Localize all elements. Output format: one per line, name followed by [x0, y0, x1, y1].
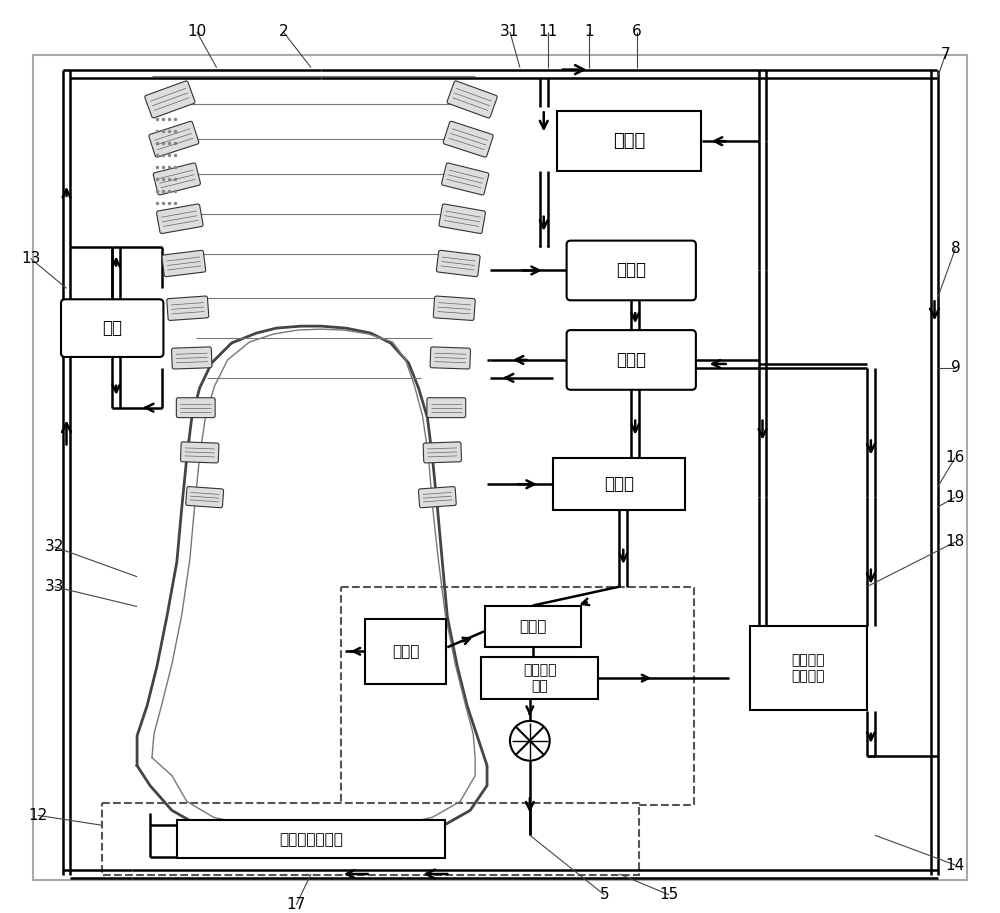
Text: 13: 13 [21, 251, 40, 266]
Text: 31: 31 [500, 25, 520, 39]
FancyBboxPatch shape [172, 347, 212, 369]
Text: 5: 5 [600, 887, 609, 902]
Bar [365, 619, 446, 684]
FancyBboxPatch shape [186, 487, 224, 508]
FancyBboxPatch shape [157, 204, 203, 234]
FancyBboxPatch shape [427, 398, 466, 417]
Text: 蒸汽水混
合加热器: 蒸汽水混 合加热器 [791, 653, 825, 683]
Text: 33: 33 [45, 579, 64, 594]
Text: 7: 7 [941, 47, 950, 62]
Text: 发电机: 发电机 [519, 619, 546, 634]
Bar [750, 626, 867, 710]
Bar [553, 458, 685, 510]
FancyBboxPatch shape [145, 81, 195, 118]
FancyBboxPatch shape [447, 81, 497, 118]
Text: 除氧器: 除氧器 [616, 261, 646, 279]
Bar [177, 820, 445, 858]
Text: 6: 6 [632, 25, 642, 39]
FancyBboxPatch shape [433, 296, 475, 320]
FancyBboxPatch shape [436, 250, 480, 277]
Text: 8: 8 [951, 241, 960, 256]
FancyBboxPatch shape [567, 241, 696, 300]
FancyBboxPatch shape [181, 442, 219, 463]
Text: 14: 14 [946, 857, 965, 873]
FancyBboxPatch shape [153, 163, 200, 195]
Text: 12: 12 [28, 808, 47, 823]
Bar [481, 657, 598, 699]
FancyBboxPatch shape [149, 121, 199, 157]
FancyBboxPatch shape [567, 331, 696, 390]
Text: 高炉基墩水冷管: 高炉基墩水冷管 [279, 832, 343, 846]
Text: 2: 2 [278, 25, 288, 39]
FancyBboxPatch shape [418, 487, 456, 508]
Text: 汽包: 汽包 [102, 320, 122, 337]
Bar [557, 111, 701, 171]
Text: 15: 15 [659, 887, 679, 902]
FancyBboxPatch shape [443, 121, 493, 157]
Text: 冷凝器: 冷凝器 [392, 644, 419, 659]
Bar [341, 587, 694, 805]
FancyBboxPatch shape [442, 163, 489, 195]
Bar [102, 803, 639, 875]
FancyBboxPatch shape [176, 398, 215, 417]
Polygon shape [137, 326, 487, 841]
Text: 11: 11 [538, 25, 557, 39]
Text: 集汽箱: 集汽箱 [604, 476, 634, 493]
FancyBboxPatch shape [61, 299, 163, 357]
FancyBboxPatch shape [439, 204, 485, 234]
Text: 余热制冷
机组: 余热制冷 机组 [523, 663, 557, 693]
Text: 17: 17 [287, 897, 306, 912]
Text: 10: 10 [187, 25, 206, 39]
FancyBboxPatch shape [162, 250, 206, 277]
Text: 32: 32 [45, 540, 64, 554]
Text: 18: 18 [946, 534, 965, 550]
Text: 1: 1 [585, 25, 594, 39]
FancyBboxPatch shape [167, 296, 209, 320]
FancyBboxPatch shape [423, 442, 461, 463]
FancyBboxPatch shape [430, 347, 470, 369]
Text: 软水箱: 软水箱 [613, 132, 645, 151]
Text: 9: 9 [951, 361, 960, 375]
Text: 16: 16 [946, 450, 965, 465]
Text: 减温器: 减温器 [616, 351, 646, 369]
Bar [485, 605, 581, 647]
Text: 19: 19 [946, 489, 965, 505]
